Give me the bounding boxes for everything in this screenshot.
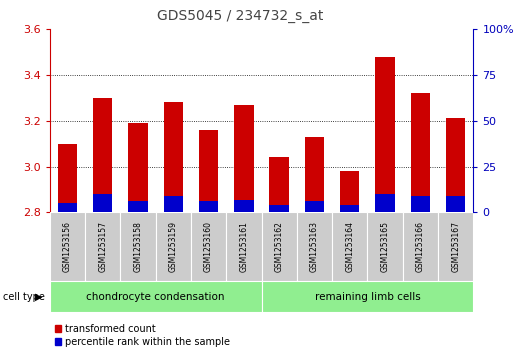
Text: GSM1253160: GSM1253160 bbox=[204, 221, 213, 272]
Bar bbox=[58, 144, 77, 212]
Bar bbox=[446, 196, 465, 212]
Bar bbox=[199, 130, 218, 212]
Bar bbox=[50, 281, 262, 312]
Bar bbox=[367, 212, 403, 281]
Bar bbox=[262, 212, 297, 281]
Bar bbox=[332, 212, 367, 281]
Bar bbox=[269, 157, 289, 212]
Bar bbox=[376, 194, 395, 212]
Bar bbox=[411, 93, 430, 212]
Bar bbox=[93, 194, 112, 212]
Bar bbox=[376, 57, 395, 212]
Bar bbox=[164, 102, 183, 212]
Text: chondrocyte condensation: chondrocyte condensation bbox=[86, 292, 225, 302]
Bar bbox=[128, 201, 147, 212]
Legend: transformed count, percentile rank within the sample: transformed count, percentile rank withi… bbox=[54, 324, 230, 347]
Bar bbox=[128, 123, 147, 212]
Bar bbox=[93, 98, 112, 212]
Text: ▶: ▶ bbox=[35, 292, 42, 302]
Bar bbox=[164, 196, 183, 212]
Text: GSM1253157: GSM1253157 bbox=[98, 221, 107, 272]
Text: GSM1253161: GSM1253161 bbox=[240, 221, 248, 272]
Bar bbox=[269, 205, 289, 212]
Bar bbox=[50, 212, 85, 281]
Bar bbox=[340, 205, 359, 212]
Text: GSM1253163: GSM1253163 bbox=[310, 221, 319, 272]
Text: GSM1253162: GSM1253162 bbox=[275, 221, 283, 272]
Bar bbox=[120, 212, 155, 281]
Bar bbox=[297, 212, 332, 281]
Bar bbox=[305, 137, 324, 212]
Text: remaining limb cells: remaining limb cells bbox=[314, 292, 420, 302]
Bar bbox=[191, 212, 226, 281]
Bar bbox=[58, 203, 77, 212]
Bar bbox=[199, 201, 218, 212]
Text: GSM1253167: GSM1253167 bbox=[451, 221, 460, 272]
Bar bbox=[411, 196, 430, 212]
Bar bbox=[262, 281, 473, 312]
Text: GSM1253158: GSM1253158 bbox=[133, 221, 142, 272]
Bar bbox=[305, 201, 324, 212]
Bar bbox=[226, 212, 262, 281]
Bar bbox=[234, 200, 254, 212]
Text: GSM1253159: GSM1253159 bbox=[169, 221, 178, 272]
Text: GDS5045 / 234732_s_at: GDS5045 / 234732_s_at bbox=[157, 9, 324, 23]
Text: GSM1253164: GSM1253164 bbox=[345, 221, 354, 272]
Bar bbox=[446, 118, 465, 212]
Text: GSM1253165: GSM1253165 bbox=[381, 221, 390, 272]
Bar bbox=[340, 171, 359, 212]
Bar bbox=[85, 212, 120, 281]
Bar bbox=[234, 105, 254, 212]
Bar bbox=[156, 212, 191, 281]
Bar bbox=[438, 212, 473, 281]
Text: GSM1253156: GSM1253156 bbox=[63, 221, 72, 272]
Bar bbox=[403, 212, 438, 281]
Text: cell type: cell type bbox=[3, 292, 44, 302]
Text: GSM1253166: GSM1253166 bbox=[416, 221, 425, 272]
